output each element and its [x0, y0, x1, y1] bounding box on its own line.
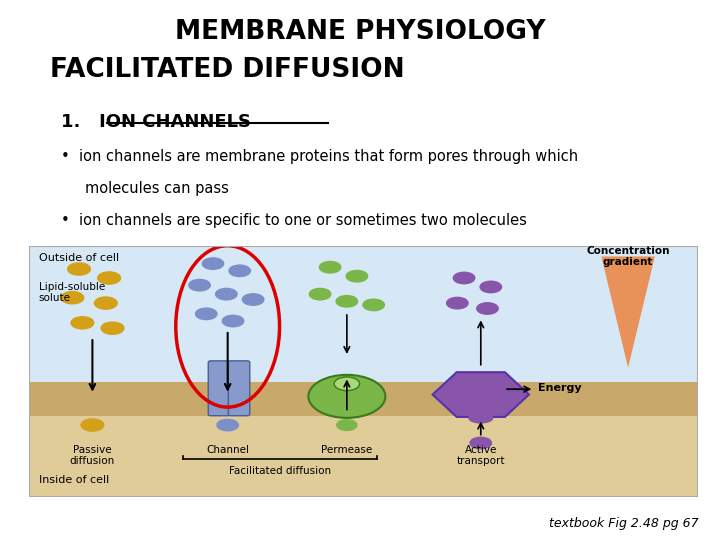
Circle shape	[336, 295, 358, 307]
Circle shape	[196, 308, 217, 320]
Circle shape	[98, 272, 120, 284]
Text: FACILITATED DIFFUSION: FACILITATED DIFFUSION	[50, 57, 405, 83]
Ellipse shape	[334, 377, 359, 390]
Circle shape	[94, 297, 117, 309]
Circle shape	[480, 281, 502, 293]
Circle shape	[346, 271, 368, 282]
Ellipse shape	[308, 375, 385, 418]
Bar	[29, 246, 698, 386]
Text: Channel: Channel	[206, 445, 249, 455]
Circle shape	[215, 288, 237, 300]
Circle shape	[189, 279, 210, 291]
Text: Lipid-soluble
solute: Lipid-soluble solute	[39, 281, 105, 303]
Text: •  ion channels are membrane proteins that form pores through which: • ion channels are membrane proteins tha…	[61, 148, 578, 164]
Ellipse shape	[468, 412, 493, 423]
Circle shape	[217, 420, 238, 431]
Text: Facilitated diffusion: Facilitated diffusion	[229, 467, 331, 476]
Circle shape	[222, 315, 244, 327]
Text: molecules can pass: molecules can pass	[85, 181, 229, 196]
Text: Passive
diffusion: Passive diffusion	[70, 445, 115, 467]
Text: MEMBRANE PHYSIOLOGY: MEMBRANE PHYSIOLOGY	[175, 19, 545, 45]
FancyBboxPatch shape	[228, 361, 250, 416]
Circle shape	[477, 303, 498, 314]
Circle shape	[454, 272, 474, 284]
Text: 1.   ION CHANNELS: 1. ION CHANNELS	[61, 113, 251, 131]
Text: Concentration
gradient: Concentration gradient	[586, 246, 670, 267]
Text: textbook Fig 2.48 pg 67: textbook Fig 2.48 pg 67	[549, 517, 698, 530]
FancyBboxPatch shape	[208, 361, 230, 416]
Circle shape	[61, 292, 84, 304]
Circle shape	[337, 420, 357, 430]
Text: Permease: Permease	[321, 445, 372, 455]
Circle shape	[243, 294, 264, 305]
Circle shape	[202, 258, 224, 269]
Circle shape	[310, 288, 330, 300]
Text: Active
transport: Active transport	[456, 445, 505, 467]
Bar	[29, 382, 698, 416]
Circle shape	[101, 322, 124, 334]
Text: Outside of cell: Outside of cell	[39, 253, 119, 263]
Circle shape	[363, 299, 384, 310]
Circle shape	[68, 263, 91, 275]
Circle shape	[446, 298, 468, 309]
Circle shape	[320, 261, 341, 273]
Polygon shape	[601, 256, 655, 368]
Circle shape	[470, 437, 492, 449]
Bar	[29, 416, 698, 497]
Circle shape	[229, 265, 251, 276]
Text: Inside of cell: Inside of cell	[39, 475, 109, 485]
Circle shape	[71, 317, 94, 329]
Circle shape	[81, 419, 104, 431]
Text: •  ion channels are specific to one or sometimes two molecules: • ion channels are specific to one or so…	[61, 213, 527, 228]
Text: Energy: Energy	[538, 383, 581, 394]
